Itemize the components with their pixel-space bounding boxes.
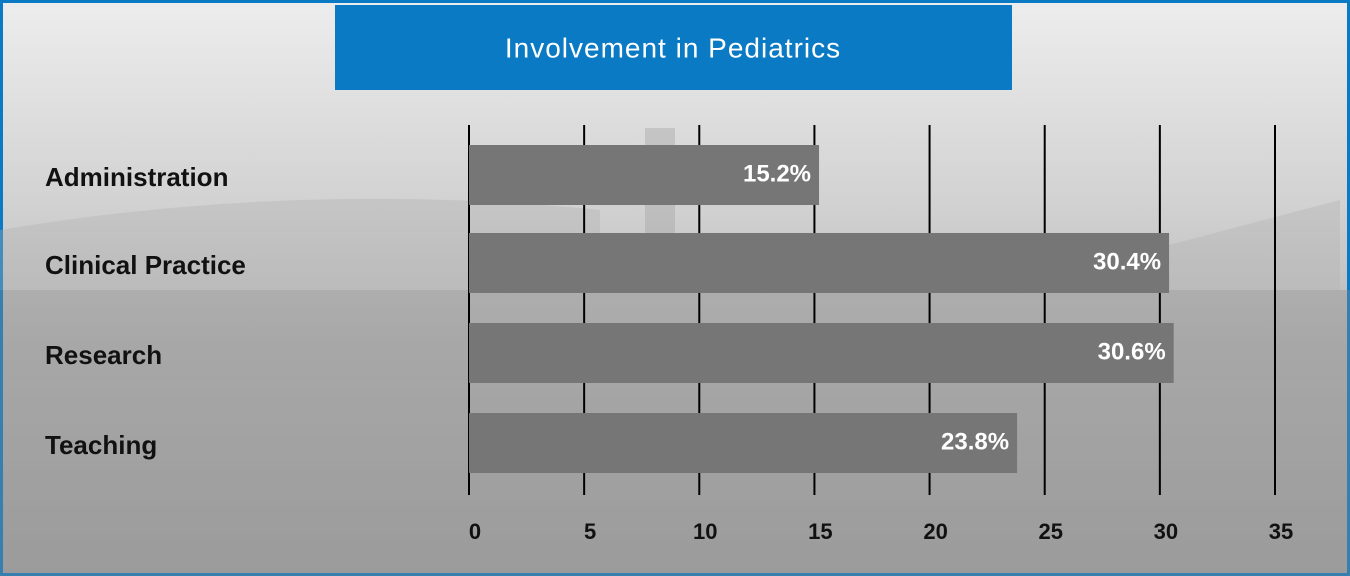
value-label: 23.8%	[941, 428, 1009, 455]
value-label: 30.4%	[1093, 248, 1161, 275]
y-tick-label: Teaching	[45, 430, 157, 460]
chart: Involvement in Pediatrics 0 5 10 15 20 25 30 35…	[0, 0, 1350, 576]
x-tick-label: 10	[693, 519, 717, 544]
value-label: 30.6%	[1098, 338, 1166, 365]
value-label: 15.2%	[743, 160, 811, 187]
x-tick-label: 5	[584, 519, 596, 544]
y-tick-label: Clinical Practice	[45, 250, 246, 280]
x-tick-label: 35	[1269, 519, 1293, 544]
bar	[469, 413, 1017, 473]
bar	[469, 233, 1169, 293]
x-tick-label: 15	[808, 519, 832, 544]
x-tick-label: 30	[1154, 519, 1178, 544]
x-tick-label: 20	[923, 519, 947, 544]
bar	[469, 323, 1174, 383]
y-tick-label: Administration	[45, 162, 228, 192]
y-tick-label: Research	[45, 340, 162, 370]
x-tick-label: 0	[469, 519, 481, 544]
x-tick-label: 25	[1038, 519, 1062, 544]
chart-title: Involvement in Pediatrics	[505, 32, 841, 63]
